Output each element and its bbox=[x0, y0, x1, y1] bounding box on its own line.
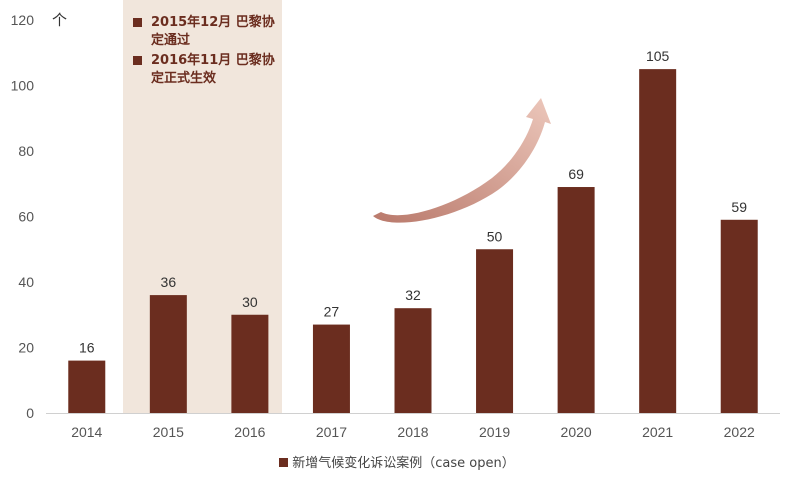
x-tick-label: 2021 bbox=[642, 424, 673, 440]
x-tick-label: 2014 bbox=[71, 424, 102, 440]
data-label: 59 bbox=[731, 199, 747, 215]
y-axis-unit: 个 bbox=[52, 11, 67, 29]
data-label: 32 bbox=[405, 287, 421, 303]
chart-legend: 新增气候变化诉讼案例（case open） bbox=[0, 452, 794, 471]
bar bbox=[639, 69, 677, 413]
x-tick-label: 2016 bbox=[234, 424, 265, 440]
y-tick-label: 60 bbox=[18, 209, 34, 225]
data-label: 27 bbox=[324, 304, 340, 320]
x-tick-label: 2020 bbox=[561, 424, 592, 440]
data-label: 30 bbox=[242, 294, 258, 310]
y-tick-label: 40 bbox=[18, 274, 34, 290]
bar bbox=[557, 187, 595, 413]
bar bbox=[149, 295, 187, 413]
bar bbox=[476, 249, 514, 413]
bar bbox=[68, 360, 106, 413]
note-text: 2015年12月 巴黎协定通过 bbox=[151, 15, 275, 48]
legend-label: 新增气候变化诉讼案例（case open） bbox=[292, 456, 515, 471]
data-label: 105 bbox=[646, 48, 670, 64]
y-tick-label: 0 bbox=[26, 405, 34, 421]
note-text: 2016年11月 巴黎协定正式生效 bbox=[151, 53, 275, 86]
note-item: 2015年12月 巴黎协定通过 bbox=[133, 14, 283, 50]
data-label: 16 bbox=[79, 340, 95, 356]
bar bbox=[312, 324, 350, 413]
bar bbox=[720, 219, 758, 413]
x-tick-label: 2018 bbox=[397, 424, 428, 440]
square-bullet-icon bbox=[133, 18, 142, 27]
data-label: 69 bbox=[568, 166, 584, 182]
legend-swatch bbox=[279, 458, 289, 467]
note-item: 2016年11月 巴黎协定正式生效 bbox=[133, 52, 283, 88]
bar bbox=[231, 314, 269, 413]
square-bullet-icon bbox=[133, 56, 142, 65]
y-tick-label: 100 bbox=[11, 78, 35, 94]
bar bbox=[394, 308, 432, 413]
x-tick-label: 2015 bbox=[153, 424, 184, 440]
x-tick-label: 2019 bbox=[479, 424, 510, 440]
growth-trend-arrow bbox=[373, 98, 551, 223]
paris-agreement-note: 2015年12月 巴黎协定通过 2016年11月 巴黎协定正式生效 bbox=[133, 14, 283, 90]
x-tick-label: 2022 bbox=[724, 424, 755, 440]
y-tick-label: 20 bbox=[18, 340, 34, 356]
y-tick-label: 80 bbox=[18, 143, 34, 159]
x-tick-label: 2017 bbox=[316, 424, 347, 440]
y-tick-label: 120 bbox=[11, 12, 35, 28]
data-label: 36 bbox=[161, 274, 177, 290]
data-label: 50 bbox=[487, 228, 503, 244]
